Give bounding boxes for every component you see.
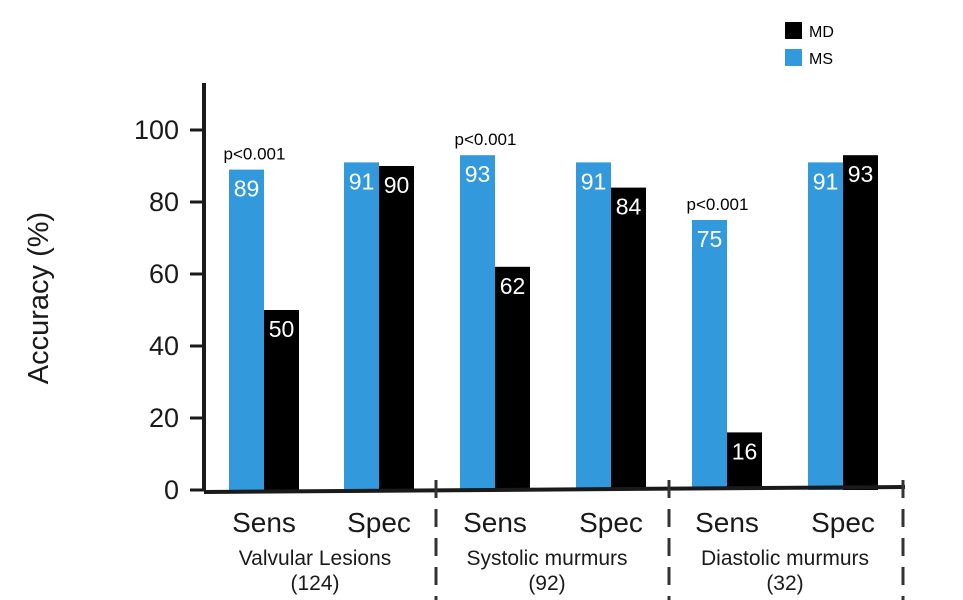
bar-md (843, 155, 878, 490)
bar-ms (808, 162, 843, 490)
y-tick-label: 80 (149, 187, 179, 217)
bar-value-label: 75 (697, 226, 723, 252)
labels-layer: 0 20 40 60 80 100 Accuracy (%) 89 50 Sens p<0.001 9… (23, 115, 875, 595)
bar-md (379, 166, 414, 490)
bar-ms (344, 162, 379, 490)
category-label: Spec (347, 507, 411, 538)
y-tick-label: 40 (149, 331, 179, 361)
bar-ms (229, 169, 264, 490)
category-label: Spec (811, 507, 875, 538)
category-label: Sens (695, 507, 759, 538)
bar-md (727, 432, 762, 490)
legend-label-md: MD (809, 24, 834, 41)
y-tick-label: 60 (149, 259, 179, 289)
bar-ms (460, 155, 495, 490)
bar-value-label: 91 (813, 168, 839, 194)
bar-value-label: 89 (234, 176, 260, 202)
group-label: Valvular Lesions (239, 547, 392, 570)
y-tick-label: 0 (164, 475, 179, 505)
bar-value-label: 91 (581, 168, 607, 194)
legend-swatch-ms (785, 49, 802, 66)
legend: MD MS (785, 22, 834, 68)
bar-value-label: 62 (500, 273, 526, 299)
category-label: Spec (579, 507, 643, 538)
category-label: Sens (463, 507, 527, 538)
category-label: Sens (232, 507, 296, 538)
y-tick-label: 100 (134, 115, 179, 145)
axes-layer (190, 83, 906, 600)
bar-md (264, 310, 299, 490)
group-label: Systolic murmurs (466, 547, 627, 570)
bar-value-label: 91 (349, 168, 375, 194)
p-value-annotation: p<0.001 (687, 195, 749, 214)
bar-md (495, 266, 530, 490)
bar-ms (692, 220, 727, 490)
bars-layer (229, 155, 878, 490)
y-axis-title: Accuracy (%) (23, 212, 55, 384)
x-axis-line (203, 485, 906, 494)
bar-value-label: 50 (269, 316, 295, 342)
group-count-label: (124) (290, 572, 339, 595)
bar-value-label: 93 (848, 161, 874, 187)
y-tick-label: 20 (149, 403, 179, 433)
group-label: Diastolic murmurs (701, 547, 869, 570)
legend-swatch-md (785, 22, 802, 39)
group-count-label: (32) (766, 572, 803, 595)
group-count-label: (92) (528, 572, 565, 595)
bar-value-label: 93 (465, 161, 491, 187)
bar-value-label: 16 (732, 438, 758, 464)
bar-value-label: 84 (616, 194, 642, 220)
p-value-annotation: p<0.001 (224, 145, 286, 164)
bar-value-label: 90 (384, 172, 410, 198)
legend-label-ms: MS (809, 51, 833, 68)
bar-ms (576, 162, 611, 490)
bar-md (611, 187, 646, 490)
p-value-annotation: p<0.001 (455, 130, 517, 149)
